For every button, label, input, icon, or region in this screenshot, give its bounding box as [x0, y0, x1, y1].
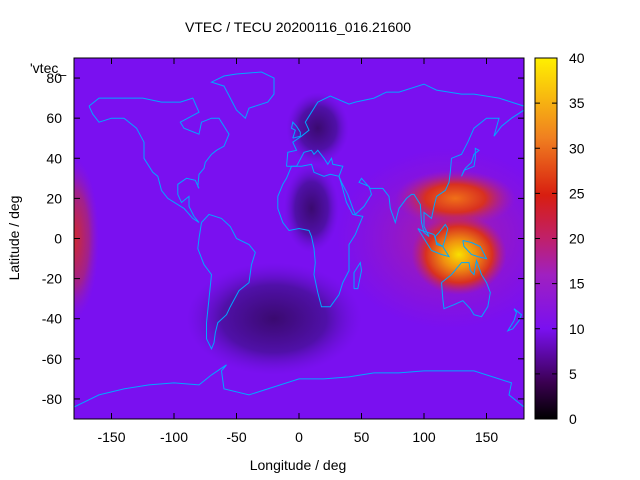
- heat-blob-east-asia-maximum: [395, 170, 516, 227]
- y-tick-label: 20: [46, 190, 62, 206]
- colorbar-tick-label: 10: [569, 321, 585, 337]
- x-tick-label: -100: [160, 429, 188, 445]
- x-tick-label: 150: [475, 429, 499, 445]
- coast-borneo: [434, 223, 449, 248]
- x-tick-label: -50: [226, 429, 246, 445]
- heat-blob-australia-peak: [411, 214, 507, 295]
- y-tick-label: -60: [42, 351, 62, 367]
- coast-australia: [441, 258, 491, 318]
- coast-japan: [461, 147, 480, 177]
- coast-uk: [290, 121, 301, 139]
- coastline-layer: [74, 71, 524, 408]
- colorbar-tick-label: 15: [569, 276, 585, 292]
- heat-blob-africa-minimum: [284, 164, 339, 253]
- coast-europe-asia: [286, 83, 524, 237]
- coast-antarctica: [74, 364, 524, 408]
- axes-layer: -150 -100 -50 0 50 100 150 -80 -60 -40 -20 0 20 40 60 8…: [42, 58, 524, 445]
- heat-blob-dateline-enhancement: [74, 158, 99, 319]
- key-label: 'vtec_: [30, 60, 66, 76]
- coast-north-america: [88, 97, 230, 223]
- coast-new-guinea: [462, 240, 488, 260]
- x-tick-label: 0: [295, 429, 303, 445]
- coast-south-america: [197, 213, 256, 351]
- colorbar-tick-label: 20: [569, 231, 585, 247]
- colorbar-tick-label: 25: [569, 185, 585, 201]
- x-axis-label: Longitude / deg: [250, 457, 347, 473]
- y-tick-label: 80: [46, 70, 62, 86]
- y-tick-label: -40: [42, 311, 62, 327]
- coast-greenland: [210, 71, 275, 120]
- x-tick-label: -150: [97, 429, 125, 445]
- coast-africa: [277, 163, 364, 308]
- coast-madagascar: [353, 261, 363, 290]
- colorbar-ticks: 0 5 10 15 20 25 30 35 40: [535, 50, 585, 427]
- coast-new-zealand: [506, 308, 523, 332]
- colorbar-tick-label: 40: [569, 50, 585, 66]
- colorbar-tick-label: 35: [569, 95, 585, 111]
- heat-blob-europe-minimum: [286, 92, 349, 165]
- colorbar-tick-label: 30: [569, 140, 585, 156]
- heat-blob-atlantic-minimum: [186, 262, 362, 375]
- y-tick-label: 0: [54, 231, 62, 247]
- chart-title: VTEC / TECU 20200116_016.21600: [185, 19, 411, 35]
- colorbar-tick-label: 0: [569, 411, 577, 427]
- x-tick-label: 50: [354, 429, 370, 445]
- heatmap-layer: [74, 58, 524, 419]
- colorbar-tick-label: 5: [569, 366, 577, 382]
- x-tick-label: 100: [412, 429, 436, 445]
- y-axis-label: Latitude / deg: [6, 196, 22, 281]
- y-tick-label: 60: [46, 110, 62, 126]
- y-tick-label: -20: [42, 271, 62, 287]
- y-tick-label: -80: [42, 391, 62, 407]
- y-tick-label: 40: [46, 150, 62, 166]
